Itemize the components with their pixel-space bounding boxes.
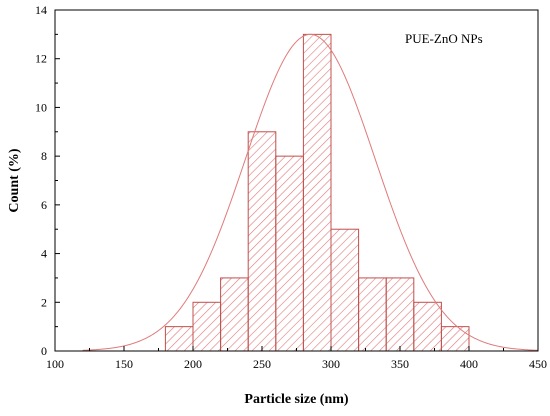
histogram-bar-200-220	[192, 301, 222, 352]
ticks-layer: 100 150 200 250 300 350 400 450 0 2 4 6 8 10 12 14	[35, 3, 547, 371]
y-tick-label-6: 6	[41, 198, 47, 212]
y-tick-label-10: 10	[35, 100, 47, 114]
histogram-bar-260-280	[275, 155, 304, 352]
bars-layer	[164, 33, 470, 352]
x-tick-label-200: 200	[184, 357, 202, 371]
histogram-bar-220-240	[220, 277, 249, 352]
x-tick-label-100: 100	[46, 357, 64, 371]
x-tick-label-400: 400	[460, 357, 478, 371]
histogram-bar-340-360	[385, 277, 415, 352]
histogram-bar-300-320	[330, 228, 360, 352]
x-tick-label-250: 250	[253, 357, 271, 371]
histogram-bar-380-400	[440, 326, 470, 352]
x-tick-label-300: 300	[322, 357, 340, 371]
y-tick-label-14: 14	[35, 3, 47, 17]
y-tick-label-4: 4	[41, 247, 47, 261]
x-tick-label-450: 450	[529, 357, 547, 371]
histogram-bar-280-300	[302, 33, 332, 352]
x-tick-label-150: 150	[115, 357, 133, 371]
y-tick-label-2: 2	[41, 295, 47, 309]
histogram-bar-360-380	[413, 301, 442, 352]
normal-fit-curve	[82, 33, 539, 351]
histogram-bar-180-200	[164, 326, 194, 352]
x-tick-label-350: 350	[391, 357, 409, 371]
y-tick-label-8: 8	[41, 149, 47, 163]
y-tick-label-0: 0	[41, 344, 47, 358]
histogram-bar-320-340	[358, 277, 387, 352]
y-tick-label-12: 12	[35, 52, 47, 66]
histogram-bar-240-260	[247, 131, 277, 352]
y-axis-label: Count (%)	[7, 148, 22, 213]
x-axis-label: Particle size (nm)	[244, 392, 349, 407]
legend-label: PUE-ZnO NPs	[405, 31, 483, 46]
